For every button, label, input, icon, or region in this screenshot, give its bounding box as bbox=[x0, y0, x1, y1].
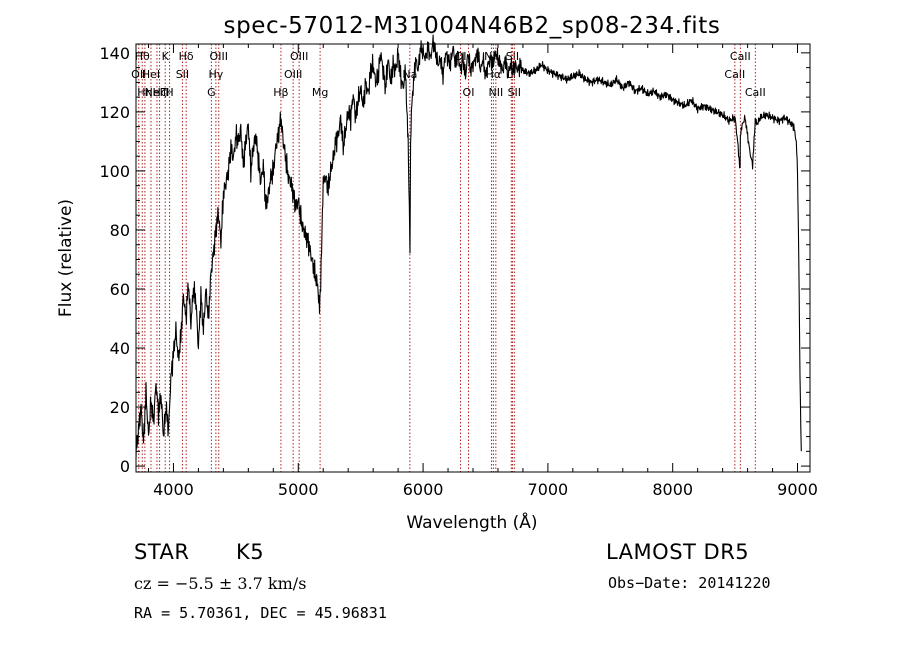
line-marker-label: Li bbox=[507, 68, 516, 81]
spectrum-series bbox=[135, 34, 802, 460]
object-subclass: K5 bbox=[236, 540, 265, 564]
x-axis-label: Wavelength (Å) bbox=[406, 511, 537, 533]
line-marker-label: HeI bbox=[142, 68, 160, 81]
y-tick-label: 80 bbox=[110, 221, 130, 240]
observation-date: Obs−Date: 20141220 bbox=[608, 574, 771, 592]
x-tick-label: 4000 bbox=[153, 480, 194, 499]
line-marker-label: Hζ bbox=[152, 86, 166, 99]
line-marker-label: K bbox=[162, 50, 170, 63]
redshift-velocity: cz = −5.5 ± 3.7 km/s bbox=[134, 574, 307, 593]
y-tick-label: 100 bbox=[99, 162, 130, 181]
coordinates: RA = 5.70361, DEC = 45.96831 bbox=[134, 604, 387, 622]
line-marker-label: OIII bbox=[210, 50, 228, 63]
line-marker-label: CaII bbox=[730, 50, 751, 63]
line-marker-label: SII bbox=[508, 86, 521, 99]
y-tick-label: 40 bbox=[110, 339, 130, 358]
line-marker-label: SII bbox=[506, 50, 519, 63]
y-tick-label: 140 bbox=[99, 44, 130, 63]
line-marker-label: Mg bbox=[312, 86, 328, 99]
line-marker-label: NII bbox=[488, 86, 503, 99]
line-marker-label: Hβ bbox=[273, 86, 288, 99]
line-marker-label: Hα bbox=[486, 68, 502, 81]
line-marker-label: G bbox=[207, 86, 216, 99]
line-marker-label: CaII bbox=[745, 86, 766, 99]
line-marker-label: OI bbox=[455, 50, 467, 63]
spectral-line-markers: OIIHθHηHeINeIIIHζKHSIIHδGHγOIIIHβOIIIOII… bbox=[131, 44, 766, 472]
y-tick-label: 120 bbox=[99, 103, 130, 122]
x-tick-label: 9000 bbox=[777, 480, 818, 499]
line-marker-label: OIII bbox=[290, 50, 308, 63]
x-tick-label: 7000 bbox=[528, 480, 569, 499]
object-class: STAR bbox=[134, 540, 190, 564]
line-marker-label: Hθ bbox=[135, 50, 150, 63]
spectrum-line bbox=[135, 34, 802, 460]
line-marker-label: OII bbox=[131, 68, 146, 81]
chart-title: spec-57012-M31004N46B2_sp08-234.fits bbox=[224, 13, 721, 39]
y-tick-label: 0 bbox=[120, 457, 130, 476]
line-marker-label: NeIII bbox=[145, 86, 170, 99]
y-axis-label: Flux (relative) bbox=[56, 199, 76, 317]
line-marker-label: CaII bbox=[724, 68, 745, 81]
x-tick-label: 6000 bbox=[403, 480, 444, 499]
survey-name: LAMOST DR5 bbox=[606, 540, 750, 564]
line-marker-label: Hδ bbox=[179, 50, 194, 63]
line-marker-label: SII bbox=[176, 68, 189, 81]
line-marker-label: Hη bbox=[137, 86, 152, 99]
line-marker-label: OI bbox=[463, 86, 475, 99]
x-tick-label: 8000 bbox=[652, 480, 693, 499]
x-tick-label: 5000 bbox=[278, 480, 319, 499]
y-tick-label: 60 bbox=[110, 280, 130, 299]
line-marker-label: H bbox=[165, 86, 173, 99]
y-tick-label: 20 bbox=[110, 398, 130, 417]
line-marker-label: Hγ bbox=[208, 68, 223, 81]
line-marker-label: OIII bbox=[284, 68, 302, 81]
axes: 4000 5000 6000 7000 8000 9000 0 20 40 60 80 100 120 1… bbox=[99, 44, 817, 499]
